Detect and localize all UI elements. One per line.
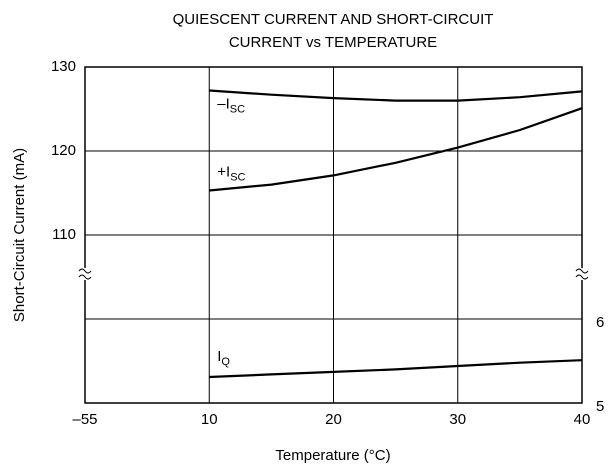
label-sub: Q xyxy=(221,356,230,368)
label-sub: SC xyxy=(230,171,245,183)
x-tick-label: 40 xyxy=(574,411,591,428)
label-main: –I xyxy=(217,95,230,112)
break-mark xyxy=(575,268,589,280)
break-gap xyxy=(575,268,589,280)
x-axis-label: Temperature (°C) xyxy=(275,447,390,464)
y-tick-label: 110 xyxy=(52,226,76,243)
series-label: IQ xyxy=(217,348,230,368)
x-tick-label: 10 xyxy=(201,411,218,428)
series-line xyxy=(209,89,583,102)
y-axis-label: Short-Circuit Current (mA) xyxy=(11,148,28,322)
break-mark xyxy=(78,268,92,280)
plot-border xyxy=(84,66,583,404)
x-tick-label: –55 xyxy=(72,411,97,428)
label-main: +I xyxy=(217,163,230,180)
chart-title: QUIESCENT CURRENT AND SHORT-CIRCUIT xyxy=(173,11,494,28)
series-label: +ISC xyxy=(217,163,245,183)
y2-tick-label: 6 xyxy=(596,314,604,331)
series-label: –ISC xyxy=(217,95,245,115)
axis-break xyxy=(78,268,589,280)
break-gap xyxy=(78,268,92,280)
chart-title: CURRENT vs TEMPERATURE xyxy=(229,34,437,51)
label-sub: SC xyxy=(230,103,245,115)
y2-tick-label: 5 xyxy=(596,398,604,415)
y-tick-label: 130 xyxy=(51,58,76,75)
series-line xyxy=(209,359,583,379)
x-tick-label: 30 xyxy=(449,411,466,428)
label-main: I xyxy=(217,348,221,365)
x-tick-label: 20 xyxy=(325,411,342,428)
y-tick-label: 120 xyxy=(51,142,76,159)
series-line xyxy=(209,107,583,192)
